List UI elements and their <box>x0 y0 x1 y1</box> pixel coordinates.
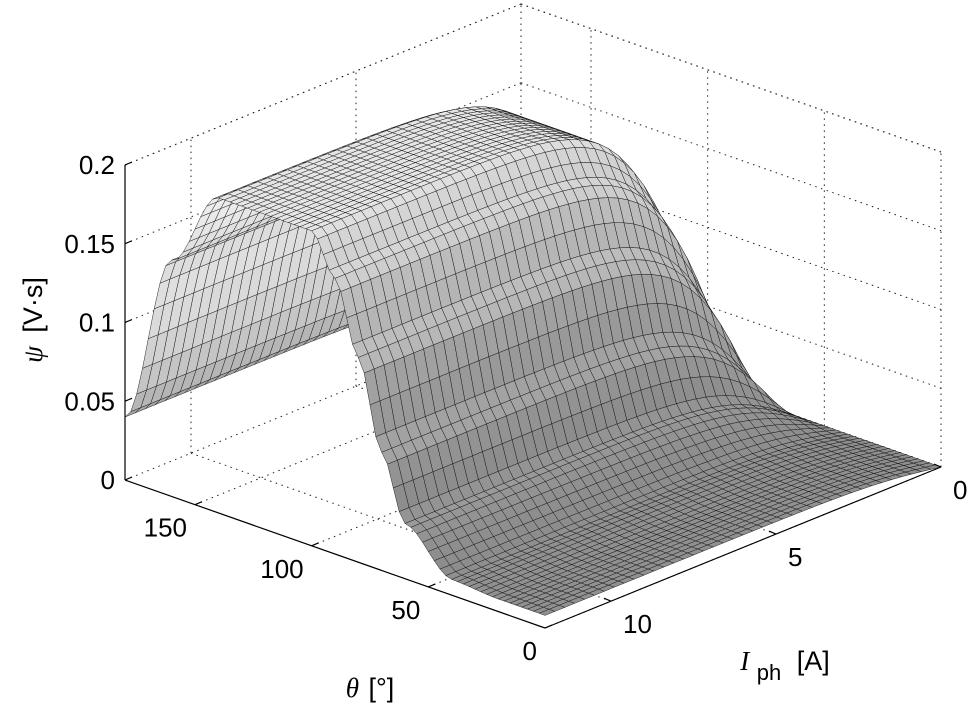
psi-tick <box>124 240 133 245</box>
psi-tick-label: 0.05 <box>64 386 115 416</box>
surface-patch <box>538 609 556 616</box>
psi-tick <box>124 476 133 481</box>
y-axis-unit: [A] <box>797 646 830 676</box>
current-tick-label: 5 <box>788 542 802 572</box>
psi-tick <box>124 161 133 166</box>
theta-tick <box>428 583 436 588</box>
y-axis-label: I ph [A] <box>739 646 830 686</box>
theta-tick <box>544 624 553 629</box>
grid-current-floor <box>190 452 612 602</box>
psi-tick <box>124 397 133 402</box>
grid-z-back-wall <box>520 239 942 389</box>
z-axis-symbol: ψ <box>18 345 48 363</box>
x-axis-label: θ [°] <box>346 673 395 703</box>
current-tick <box>933 463 942 468</box>
theta-tick <box>311 542 319 547</box>
current-tick-label: 0 <box>953 475 967 505</box>
theta-tick-label: 150 <box>144 513 187 543</box>
psi-tick-label: 0.1 <box>79 308 115 338</box>
surface-mesh <box>124 106 942 616</box>
psi-tick-label: 0 <box>101 465 115 495</box>
x-axis-unit: [°] <box>368 673 394 703</box>
theta-tick-label: 100 <box>260 554 303 584</box>
z-axis-unit: [V·s] <box>18 277 48 333</box>
axes-lines <box>124 161 942 629</box>
grid-z-back-wall <box>520 82 942 232</box>
theta-tick-label: 0 <box>523 636 537 666</box>
y-axis-symbol: I <box>739 646 751 676</box>
theta-tick <box>194 501 203 506</box>
grid-z-back-wall <box>520 161 942 310</box>
y-axis-subscript: ph <box>757 660 781 685</box>
x-axis-symbol: θ <box>346 673 359 703</box>
psi-tick-label: 0.2 <box>79 150 115 180</box>
psi-tick <box>124 318 133 324</box>
current-tick <box>603 597 612 602</box>
current-tick <box>768 530 777 535</box>
theta-tick-label: 50 <box>391 595 420 625</box>
z-axis-label: ψ [V·s] <box>18 277 48 363</box>
psi-tick-label: 0.15 <box>64 229 115 259</box>
tick-labels: 0 0.05 0.1 0.15 0.2 0 50 100 150 0 5 10 <box>64 150 967 666</box>
grid-z-back-wall <box>520 3 942 153</box>
current-tick-label: 10 <box>623 609 652 639</box>
